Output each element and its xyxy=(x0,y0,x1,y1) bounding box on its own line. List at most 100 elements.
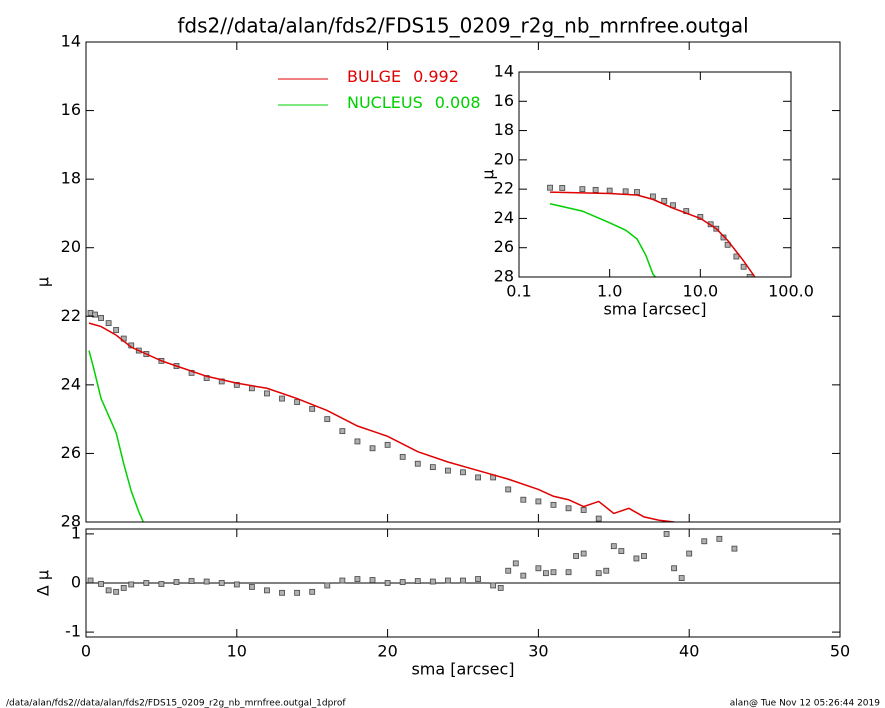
y-tick-label: -1 xyxy=(65,622,81,641)
y-tick-label: 0 xyxy=(71,573,81,592)
legend-fraction: 0.008 xyxy=(435,93,481,112)
plot-area xyxy=(86,531,840,596)
plot-frame xyxy=(85,528,841,638)
data-point xyxy=(618,548,625,554)
data-point xyxy=(520,496,527,503)
plot-background xyxy=(519,72,791,277)
data-point xyxy=(610,543,617,550)
data-point xyxy=(559,185,566,191)
data-point xyxy=(429,578,436,585)
y-axis-label: μ xyxy=(479,169,498,179)
data-point xyxy=(460,577,466,584)
x-tick-label: 40 xyxy=(679,642,699,661)
data-point xyxy=(720,234,727,241)
data-point xyxy=(414,578,421,584)
data-point xyxy=(460,469,466,476)
y-tick-label: 14 xyxy=(61,32,81,51)
x-tick-label: 0 xyxy=(81,642,91,661)
plot-frame xyxy=(85,41,841,523)
data-point xyxy=(592,186,599,193)
x-axis-label: sma [arcsec] xyxy=(411,660,514,679)
data-point xyxy=(384,580,391,586)
data-point xyxy=(535,498,542,505)
y-axis-label: Δ μ xyxy=(34,570,53,596)
y-tick-label: 20 xyxy=(494,149,514,168)
profile-line xyxy=(88,322,675,522)
data-point xyxy=(580,550,587,557)
data-point xyxy=(384,441,391,448)
footer-left: /data/alan/fds2//data/alan/fds2/FDS15_02… xyxy=(6,699,346,708)
data-point xyxy=(547,184,553,191)
data-point xyxy=(634,189,640,195)
data-point xyxy=(233,381,240,388)
plot-area xyxy=(87,309,675,522)
data-point xyxy=(218,378,225,385)
data-point xyxy=(701,538,708,545)
data-point xyxy=(633,555,640,562)
data-point xyxy=(113,327,120,333)
data-point xyxy=(128,581,135,588)
y-tick-label: 28 xyxy=(61,512,81,531)
data-point xyxy=(369,445,376,452)
data-point xyxy=(203,578,210,585)
plot-area xyxy=(547,184,756,277)
data-point xyxy=(505,486,512,493)
data-point xyxy=(595,515,602,522)
legend-fraction: 0.992 xyxy=(413,67,459,86)
data-point xyxy=(603,567,610,574)
data-point xyxy=(678,575,685,581)
data-point xyxy=(661,197,668,204)
data-point xyxy=(671,565,678,572)
data-point xyxy=(143,580,150,586)
data-point xyxy=(663,531,670,537)
data-point xyxy=(475,576,481,582)
data-point xyxy=(746,274,753,277)
data-point xyxy=(740,263,747,270)
data-point xyxy=(595,570,602,577)
data-point xyxy=(731,545,738,552)
data-point xyxy=(264,587,270,594)
y-tick-label: 26 xyxy=(494,237,514,256)
data-point xyxy=(399,453,406,460)
data-point xyxy=(565,505,572,512)
data-point xyxy=(158,581,165,587)
plot-frame xyxy=(518,71,792,278)
legend-name: BULGE xyxy=(347,67,401,86)
data-point xyxy=(497,585,504,591)
data-point xyxy=(716,535,723,542)
x-tick-label: 20 xyxy=(377,642,397,661)
data-point xyxy=(98,315,104,321)
data-point xyxy=(505,567,512,574)
footer-right: alan@ Tue Nov 12 05:26:44 2019 xyxy=(730,699,881,708)
data-point xyxy=(309,405,316,412)
data-point xyxy=(550,501,557,508)
data-point xyxy=(475,474,481,481)
y-tick-label: 24 xyxy=(61,374,81,393)
legend-label: NUCLEUS 0.008 xyxy=(347,93,481,112)
data-point xyxy=(339,577,346,584)
y-tick-label: 28 xyxy=(494,267,514,286)
data-point xyxy=(543,570,549,577)
data-point xyxy=(512,560,519,567)
data-point xyxy=(105,320,112,327)
y-tick-label: 22 xyxy=(61,306,81,325)
data-point xyxy=(445,467,451,474)
data-point xyxy=(324,582,331,589)
data-point xyxy=(733,253,740,260)
y-tick-label: 18 xyxy=(494,120,514,139)
y-tick-label: 1 xyxy=(71,523,81,542)
data-point xyxy=(87,577,94,584)
x-tick-label: 100.0 xyxy=(768,282,814,301)
data-point xyxy=(490,582,497,589)
data-point xyxy=(233,581,240,588)
data-point xyxy=(565,569,572,576)
data-point xyxy=(580,507,587,513)
data-point xyxy=(579,186,586,193)
data-point xyxy=(606,187,613,194)
profile-line xyxy=(549,203,657,277)
data-point xyxy=(218,580,225,586)
y-tick-label: 16 xyxy=(61,100,81,119)
y-tick-label: 22 xyxy=(494,179,514,198)
data-point xyxy=(369,577,376,583)
